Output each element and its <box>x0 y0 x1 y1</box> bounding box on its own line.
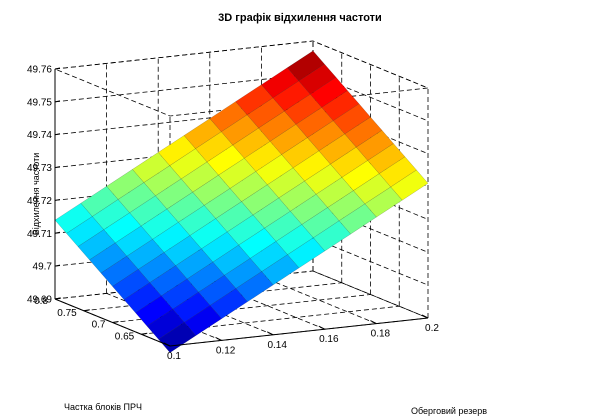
x-tick-mark <box>422 315 428 318</box>
x-tick-label: 0.1 <box>167 351 181 362</box>
x-tick-mark <box>370 321 376 324</box>
x-tick-mark <box>216 337 222 340</box>
x-tick-mark <box>319 326 325 329</box>
y-tick-mark <box>113 322 119 323</box>
grid-line-z <box>55 41 428 88</box>
y-axis-label: Частка блоків ПРЧ <box>64 402 142 412</box>
y-tick-mark <box>84 310 90 311</box>
y-tick-label: 0.75 <box>57 308 77 319</box>
x-tick-label: 0.14 <box>267 340 287 351</box>
x-tick-mark <box>267 332 273 335</box>
x-tick-label: 0.18 <box>371 329 391 340</box>
z-axis-label: Відхилення частоти <box>31 153 41 236</box>
y-tick-mark <box>141 333 147 334</box>
y-tick-label: 0.8 <box>34 296 48 307</box>
z-tick-label: 49.74 <box>27 130 52 141</box>
z-tick-label: 49.7 <box>33 262 53 273</box>
x-tick-label: 0.16 <box>319 334 339 345</box>
y-tick-label: 0.65 <box>115 331 135 342</box>
z-tick-label: 49.76 <box>27 65 52 76</box>
x-axis-label: Оберговий резерв <box>411 406 487 416</box>
grid-line-x-floor <box>261 277 376 324</box>
x-tick-label: 0.2 <box>425 323 439 334</box>
z-tick-label: 49.75 <box>27 97 52 108</box>
y-tick-mark <box>55 298 61 299</box>
y-tick-label: 0.7 <box>92 320 106 331</box>
chart-title: 3D графік відхилення частоти <box>218 12 382 24</box>
x-tick-label: 0.12 <box>216 345 236 356</box>
